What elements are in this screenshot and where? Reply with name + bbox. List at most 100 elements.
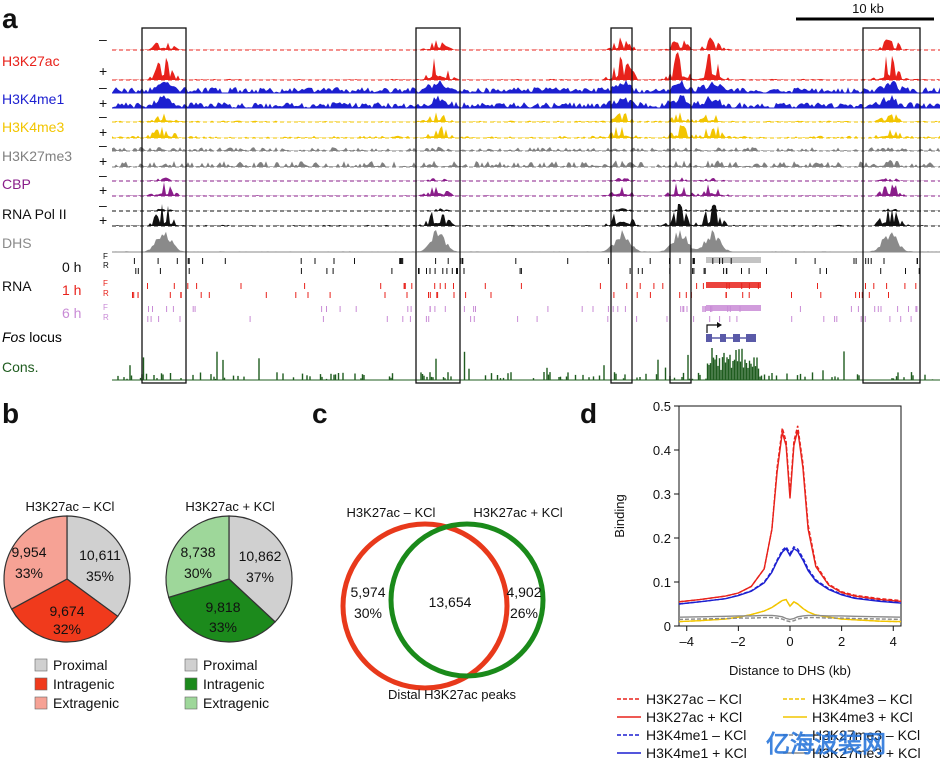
track-label-dhs: DHS: [2, 235, 32, 251]
legend-label: H3K27me3 – KCl: [812, 727, 920, 743]
track-h3k27ac-minus-signal: [112, 37, 940, 50]
track-label-rna: RNA: [2, 278, 32, 294]
track-label-cbp: CBP: [2, 176, 31, 192]
legend-extragenic: Extragenic: [53, 695, 119, 711]
cons-label: Cons.: [2, 359, 39, 375]
sign-h3k27ac-plus: +: [99, 63, 107, 79]
sign-h3k4me1-minus: –: [99, 79, 107, 95]
pie-slice-proximal: [228, 515, 293, 623]
pie1-legend: Proximal Intragenic Extragenic: [34, 657, 119, 711]
track-dhs: [112, 230, 940, 253]
pie1-proximal-value: 10,611: [79, 547, 121, 563]
plot-axes: –4 –2 0 2 4 0 0.1 0.2 0.3 0.4 0.5: [653, 399, 897, 649]
x-tick-label: 0: [786, 634, 793, 649]
pie-1-title: H3K27ac – KCl: [26, 499, 115, 514]
sign-h3k27me3-minus: –: [99, 137, 107, 153]
legend-swatch-proximal: [34, 658, 48, 672]
legend2-swatch-extragenic: [184, 696, 198, 710]
sign-h3k4me1-plus: +: [99, 95, 107, 111]
x-tick-label: 2: [838, 634, 845, 649]
legend-swatch-extragenic: [34, 696, 48, 710]
plot-frame: [678, 405, 902, 627]
rna-fos-block: [706, 305, 761, 311]
legend-label: H3K27ac + KCl: [646, 709, 742, 725]
pie1-extragenic-value: 9,954: [11, 544, 46, 560]
rna-time-6h: 6 h: [62, 305, 81, 321]
pie2-proximal-value: 10,862: [239, 548, 282, 564]
y-tick-label: 0.1: [653, 575, 671, 590]
track-label-h3k4me1: H3K4me1: [2, 91, 64, 107]
pie1-intragenic-pct: 32%: [53, 621, 81, 637]
y-tick-label: 0.3: [653, 487, 671, 502]
pie-chart-minus-kcl: [3, 515, 131, 643]
track-polii-minus: [112, 208, 940, 212]
venn-caption: Distal H3K27ac peaks: [388, 687, 516, 702]
panel-c: c H3K27ac – KCl H3K27ac + KCl 5,974 30% …: [312, 398, 563, 702]
track-polii-plus: [112, 204, 940, 227]
pie-slice-extragenic: [3, 515, 68, 610]
track-h3k4me3-plus-signal: [112, 125, 940, 138]
track-dhs-signal: [112, 230, 940, 252]
track-cbp-minus-signal: [112, 177, 940, 181]
track-h3k27me3-plus: [112, 159, 940, 168]
track-h3k4me3-minus-signal: [112, 112, 940, 122]
sign-polii-minus: –: [99, 197, 107, 213]
series-line-h3k27me3-kcl: [678, 614, 902, 621]
legend2-intragenic: Intragenic: [203, 676, 264, 692]
series-line-h3k4me1-kcl: [678, 547, 902, 605]
x-tick-label: –2: [731, 634, 745, 649]
y-tick-label: 0.2: [653, 531, 671, 546]
legend-label: H3K4me1 + KCl: [646, 745, 747, 761]
legend2-swatch-intragenic: [184, 677, 198, 691]
strand-f-1h: F: [103, 279, 108, 288]
sign-cbp-minus: –: [99, 167, 107, 183]
panel-a: a 10 kb H3K27ac H3K4me1 H3K4me3 H3K27me3…: [2, 1, 940, 384]
highlight-box-1: [141, 27, 187, 384]
track-label-h3k27ac: H3K27ac: [2, 53, 60, 69]
sign-h3k4me3-minus: –: [99, 108, 107, 124]
legend-swatch-intragenic: [34, 677, 48, 691]
sign-h3k27ac-minus: –: [99, 31, 107, 47]
pie2-extragenic-pct: 30%: [184, 565, 212, 581]
scale-bar-label: 10 kb: [852, 1, 884, 16]
x-tick-label: 4: [890, 634, 897, 649]
strand-r-0h: R: [103, 261, 109, 270]
highlight-box-2: [415, 27, 461, 384]
venn-right-only-value: 4,902: [506, 584, 541, 600]
highlight-box-5: [862, 27, 921, 384]
plot-lines: [678, 425, 902, 623]
highlight-box-4: [669, 27, 692, 384]
venn-right-circle: [388, 521, 546, 679]
track-h3k27ac-plus: [112, 52, 940, 81]
track-cbp-plus-signal: [112, 182, 940, 196]
tss-arrow-icon: [706, 324, 720, 333]
x-axis-label: Distance to DHS (kb): [729, 663, 851, 678]
track-h3k4me1-plus-signal: [112, 95, 940, 108]
legend2-extragenic: Extragenic: [203, 695, 269, 711]
sign-h3k27me3-plus: +: [99, 153, 107, 169]
panel-c-letter: c: [312, 398, 328, 429]
track-h3k4me1-minus-signal: [112, 80, 940, 93]
pie2-legend: Proximal Intragenic Extragenic: [184, 657, 269, 711]
track-label-rna-pol-ii: RNA Pol II: [2, 206, 67, 222]
track-h3k4me1-minus: [112, 80, 940, 94]
track-h3k27ac-plus-signal: [112, 52, 940, 80]
venn-overlap-value: 13,654: [429, 594, 472, 610]
panel-a-letter: a: [2, 3, 18, 34]
legend-label: H3K27me3 + KCl: [812, 745, 921, 761]
panel-b-letter: b: [2, 398, 19, 429]
strand-r-6h: R: [103, 313, 109, 322]
fos-locus-label: Fos locus: [2, 329, 62, 345]
sign-polii-plus: +: [99, 212, 107, 228]
pie-slice-intragenic: [167, 578, 276, 643]
track-h3k27ac-minus: [112, 37, 940, 51]
plot-legend: H3K27ac – KCl H3K27ac + KCl H3K4me1 – KCl H…: [617, 691, 921, 761]
legend-label: H3K4me3 – KCl: [812, 691, 912, 707]
legend-intragenic: Intragenic: [53, 676, 114, 692]
fos-label-italic: Fos: [2, 329, 25, 345]
track-h3k4me3-minus: [112, 112, 940, 123]
venn-left-only-value: 5,974: [350, 584, 385, 600]
y-axis-label: Binding: [612, 494, 627, 537]
fos-exon-3: [733, 334, 740, 342]
